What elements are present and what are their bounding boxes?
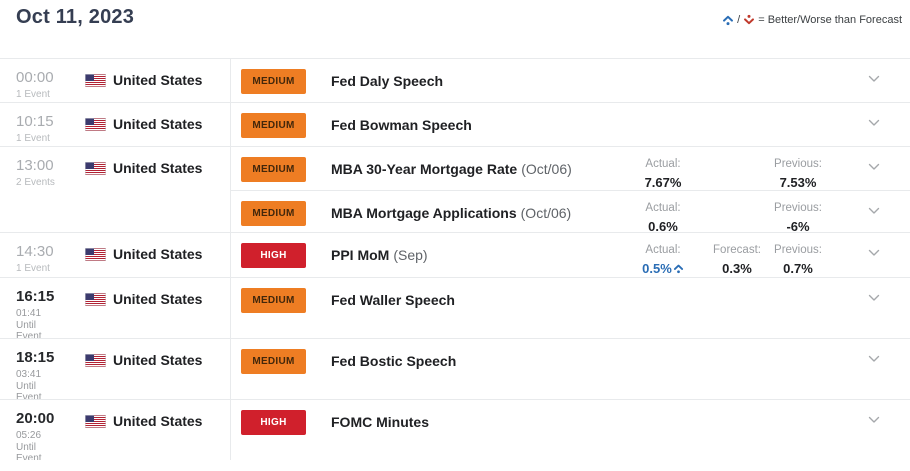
event-row[interactable]: MEDIUM Fed Waller Speech bbox=[231, 278, 910, 338]
event-time: 20:00 bbox=[16, 410, 55, 427]
importance-badge: MEDIUM bbox=[241, 349, 306, 374]
event-row[interactable]: MEDIUM Fed Bowman Speech bbox=[231, 103, 910, 146]
page-title: Oct 11, 2023 bbox=[16, 6, 135, 28]
importance-badge: MEDIUM bbox=[241, 201, 306, 226]
event-row[interactable]: MEDIUM MBA 30-Year Mortgage Rate (Oct/06)… bbox=[231, 147, 910, 190]
time-until-event: 01:41 Until Event bbox=[16, 308, 42, 338]
event-name: Fed Bowman Speech bbox=[331, 117, 472, 133]
event-name: Fed Waller Speech bbox=[331, 292, 455, 308]
chevron-down-icon[interactable] bbox=[868, 355, 882, 369]
actual-value: Actual: 0.6% bbox=[645, 202, 681, 232]
country: United States bbox=[85, 245, 202, 263]
forecast-value: Forecast: 0.3% bbox=[713, 244, 761, 276]
chevron-down-icon[interactable] bbox=[868, 294, 882, 308]
previous-value: Previous: -6% bbox=[774, 202, 822, 232]
event-row[interactable]: MEDIUM MBA Mortgage Applications (Oct/06)… bbox=[231, 190, 910, 232]
better-icon bbox=[673, 262, 684, 277]
actual-value: Actual: 0.5% bbox=[619, 240, 707, 277]
event-time: 14:30 bbox=[16, 243, 54, 260]
legend-text: = Better/Worse than Forecast bbox=[758, 14, 902, 26]
us-flag-icon bbox=[85, 117, 106, 131]
event-name: FOMC Minutes bbox=[331, 414, 429, 430]
chevron-down-icon[interactable] bbox=[868, 75, 882, 89]
event-name: Fed Bostic Speech bbox=[331, 353, 457, 369]
actual-value: Actual: 7.67% bbox=[644, 158, 682, 190]
event-group: 13:00 2 Events United States MEDIUM MBA … bbox=[0, 146, 910, 232]
importance-badge: HIGH bbox=[241, 410, 306, 435]
chevron-down-icon[interactable] bbox=[868, 416, 882, 430]
us-flag-icon bbox=[85, 292, 106, 306]
country: United States bbox=[85, 159, 202, 177]
time-until-event: 05:26 Until Event bbox=[16, 430, 42, 460]
us-flag-icon bbox=[85, 414, 106, 428]
importance-badge: MEDIUM bbox=[241, 157, 306, 182]
country-name: United States bbox=[113, 352, 203, 368]
economic-calendar: 00:00 1 Event United States MEDIUM Fed D… bbox=[0, 58, 910, 460]
event-group: 10:15 1 Event United States MEDIUM Fed B… bbox=[0, 102, 910, 146]
event-row[interactable]: HIGH PPI MoM (Sep) Actual: 0.5% Forecast:… bbox=[231, 233, 910, 277]
importance-badge: MEDIUM bbox=[241, 69, 306, 94]
better-icon bbox=[722, 14, 734, 26]
event-count: 2 Events bbox=[16, 177, 55, 188]
us-flag-icon bbox=[85, 161, 106, 175]
event-name: PPI MoM (Sep) bbox=[331, 247, 428, 263]
country: United States bbox=[85, 115, 202, 133]
previous-value: Previous: 7.53% bbox=[774, 158, 822, 190]
event-time: 10:15 bbox=[16, 113, 54, 130]
event-count: 1 Event bbox=[16, 133, 50, 144]
us-flag-icon bbox=[85, 73, 106, 87]
us-flag-icon bbox=[85, 247, 106, 261]
importance-badge: HIGH bbox=[241, 243, 306, 268]
event-name: MBA Mortgage Applications (Oct/06) bbox=[331, 205, 572, 221]
country: United States bbox=[85, 351, 202, 369]
country-name: United States bbox=[113, 72, 203, 88]
worse-icon bbox=[743, 14, 755, 26]
event-name: Fed Daly Speech bbox=[331, 73, 444, 89]
importance-badge: MEDIUM bbox=[241, 288, 306, 313]
country: United States bbox=[85, 71, 202, 89]
event-count: 1 Event bbox=[16, 263, 50, 274]
chevron-down-icon[interactable] bbox=[868, 163, 882, 177]
event-row[interactable]: HIGH FOMC Minutes bbox=[231, 400, 910, 460]
chevron-down-icon[interactable] bbox=[868, 119, 882, 133]
event-group: 20:00 05:26 Until Event United States HI… bbox=[0, 399, 910, 460]
event-time: 18:15 bbox=[16, 349, 55, 366]
country-name: United States bbox=[113, 246, 203, 262]
event-time: 13:00 bbox=[16, 157, 54, 174]
event-time: 00:00 bbox=[16, 69, 54, 86]
country: United States bbox=[85, 290, 202, 308]
legend: / = Better/Worse than Forecast bbox=[722, 14, 902, 26]
event-name: MBA 30-Year Mortgage Rate (Oct/06) bbox=[331, 161, 572, 177]
event-count: 1 Event bbox=[16, 89, 50, 100]
country-name: United States bbox=[113, 116, 203, 132]
importance-badge: MEDIUM bbox=[241, 113, 306, 138]
event-row[interactable]: MEDIUM Fed Daly Speech bbox=[231, 59, 910, 102]
country-name: United States bbox=[113, 160, 203, 176]
event-group: 16:15 01:41 Until Event United States ME… bbox=[0, 277, 910, 338]
event-group: 18:15 03:41 Until Event United States ME… bbox=[0, 338, 910, 399]
chevron-down-icon[interactable] bbox=[868, 249, 882, 263]
event-time: 16:15 bbox=[16, 288, 55, 305]
chevron-down-icon[interactable] bbox=[868, 207, 882, 221]
page-header: Oct 11, 2023 / = Better/Worse than Forec… bbox=[0, 0, 910, 58]
legend-separator: / bbox=[737, 14, 741, 26]
country-name: United States bbox=[113, 291, 203, 307]
country: United States bbox=[85, 412, 202, 430]
previous-value: Previous: 0.7% bbox=[774, 244, 822, 276]
country-name: United States bbox=[113, 413, 203, 429]
event-row[interactable]: MEDIUM Fed Bostic Speech bbox=[231, 339, 910, 399]
time-until-event: 03:41 Until Event bbox=[16, 369, 42, 399]
us-flag-icon bbox=[85, 353, 106, 367]
event-group: 00:00 1 Event United States MEDIUM Fed D… bbox=[0, 58, 910, 102]
event-group: 14:30 1 Event United States HIGH PPI MoM… bbox=[0, 232, 910, 277]
